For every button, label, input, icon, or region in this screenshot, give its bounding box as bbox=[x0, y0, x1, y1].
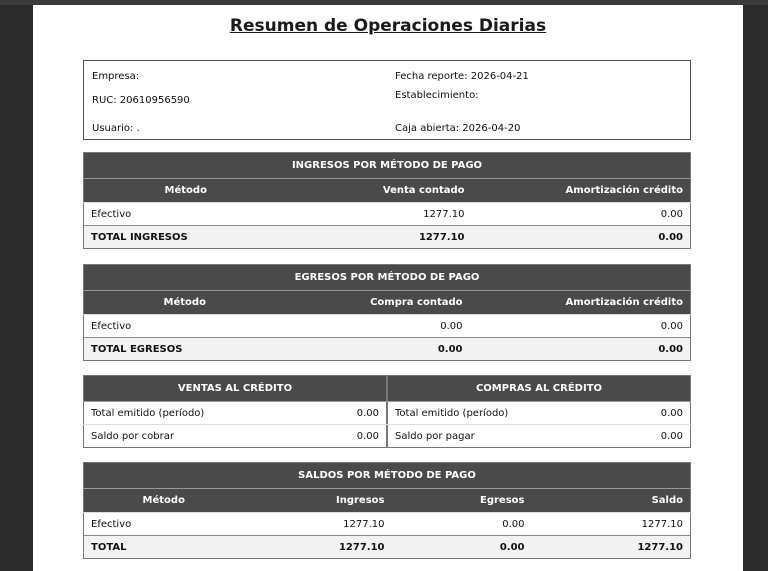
ruc-value: RUC: 20610956590 bbox=[92, 95, 190, 106]
compras-credito-title: COMPRAS AL CRÉDITO bbox=[387, 375, 691, 402]
saldos-row-egresos: 0.00 bbox=[391, 512, 532, 536]
ingresos-row-metodo: Efectivo bbox=[83, 202, 288, 226]
viewer-top-bar bbox=[0, 0, 768, 5]
table-row: Total emitido (período) 0.00 bbox=[83, 401, 387, 425]
credit-section: VENTAS AL CRÉDITO Total emitido (período… bbox=[83, 375, 691, 449]
ingresos-header-amortizacion: Amortización crédito bbox=[471, 178, 691, 203]
compras-credito-table: COMPRAS AL CRÉDITO Total emitido (períod… bbox=[387, 375, 691, 448]
table-row: Efectivo 0.00 0.00 bbox=[83, 314, 691, 338]
saldos-row-metodo: Efectivo bbox=[83, 512, 244, 536]
compras-credito-value-0: 0.00 bbox=[622, 401, 691, 425]
info-box: Empresa: RUC: 20610956590 Usuario: . Fec… bbox=[83, 60, 691, 140]
saldos-title: SALDOS POR MÉTODO DE PAGO bbox=[83, 462, 691, 489]
saldos-row-saldo: 1277.10 bbox=[531, 512, 691, 536]
ventas-credito-title: VENTAS AL CRÉDITO bbox=[83, 375, 387, 402]
egresos-title: EGRESOS POR MÉTODO DE PAGO bbox=[83, 264, 691, 291]
saldos-total-label: TOTAL bbox=[83, 535, 244, 559]
egresos-row-amortizacion: 0.00 bbox=[469, 314, 691, 338]
egresos-row-compra: 0.00 bbox=[285, 314, 470, 338]
ingresos-header-metodo: Método bbox=[83, 178, 288, 203]
compras-credito-label-1: Saldo por pagar bbox=[387, 424, 623, 448]
egresos-total-label: TOTAL EGRESOS bbox=[83, 337, 286, 361]
ingresos-total-label: TOTAL INGRESOS bbox=[83, 225, 288, 249]
ingresos-total-amortizacion: 0.00 bbox=[471, 225, 691, 249]
saldos-total-egresos: 0.00 bbox=[391, 535, 532, 559]
ingresos-header-venta: Venta contado bbox=[287, 178, 472, 203]
establecimiento-label: Establecimiento: bbox=[395, 90, 479, 101]
ventas-credito-value-0: 0.00 bbox=[318, 401, 387, 425]
table-row: Total emitido (período) 0.00 bbox=[387, 401, 691, 425]
saldos-table: SALDOS POR MÉTODO DE PAGO Método Ingreso… bbox=[83, 462, 691, 559]
report-title: Resumen de Operaciones Diarias bbox=[229, 16, 547, 36]
table-row: Saldo por cobrar 0.00 bbox=[83, 424, 387, 448]
saldos-header-metodo: Método bbox=[83, 488, 244, 513]
empresa-label: Empresa: bbox=[92, 71, 140, 82]
saldos-row-ingresos: 1277.10 bbox=[243, 512, 392, 536]
ingresos-total-venta: 1277.10 bbox=[287, 225, 472, 249]
ventas-credito-label-1: Saldo por cobrar bbox=[83, 424, 319, 448]
saldos-total-ingresos: 1277.10 bbox=[243, 535, 392, 559]
ingresos-table: INGRESOS POR MÉTODO DE PAGO Método Venta… bbox=[83, 152, 691, 249]
table-total-row: TOTAL 1277.10 0.00 1277.10 bbox=[83, 535, 691, 559]
egresos-total-amortizacion: 0.00 bbox=[469, 337, 691, 361]
egresos-header-metodo: Método bbox=[83, 290, 286, 315]
compras-credito-value-1: 0.00 bbox=[622, 424, 691, 448]
ventas-credito-value-1: 0.00 bbox=[318, 424, 387, 448]
ingresos-row-amortizacion: 0.00 bbox=[471, 202, 691, 226]
ventas-credito-table: VENTAS AL CRÉDITO Total emitido (período… bbox=[83, 375, 387, 448]
table-row: Efectivo 1277.10 0.00 1277.10 bbox=[83, 512, 691, 536]
table-total-row: TOTAL EGRESOS 0.00 0.00 bbox=[83, 337, 691, 361]
egresos-header-compra: Compra contado bbox=[285, 290, 470, 315]
ingresos-row-venta: 1277.10 bbox=[287, 202, 472, 226]
report-page: Resumen de Operaciones Diarias Empresa: … bbox=[33, 5, 743, 571]
table-row: Saldo por pagar 0.00 bbox=[387, 424, 691, 448]
egresos-row-metodo: Efectivo bbox=[83, 314, 286, 338]
saldos-header-saldo: Saldo bbox=[531, 488, 691, 513]
saldos-header-egresos: Egresos bbox=[391, 488, 532, 513]
ventas-credito-label-0: Total emitido (período) bbox=[83, 401, 319, 425]
ingresos-title: INGRESOS POR MÉTODO DE PAGO bbox=[83, 152, 691, 179]
table-row: Efectivo 1277.10 0.00 bbox=[83, 202, 691, 226]
saldos-header-ingresos: Ingresos bbox=[243, 488, 392, 513]
compras-credito-label-0: Total emitido (período) bbox=[387, 401, 623, 425]
caja-abierta-value: Caja abierta: 2026-04-20 bbox=[395, 123, 521, 134]
saldos-total-saldo: 1277.10 bbox=[531, 535, 691, 559]
egresos-header-amortizacion: Amortización crédito bbox=[469, 290, 691, 315]
table-total-row: TOTAL INGRESOS 1277.10 0.00 bbox=[83, 225, 691, 249]
egresos-table: EGRESOS POR MÉTODO DE PAGO Método Compra… bbox=[83, 264, 691, 361]
egresos-total-compra: 0.00 bbox=[285, 337, 470, 361]
usuario-value: Usuario: . bbox=[92, 123, 140, 134]
fecha-reporte-value: Fecha reporte: 2026-04-21 bbox=[395, 71, 529, 82]
